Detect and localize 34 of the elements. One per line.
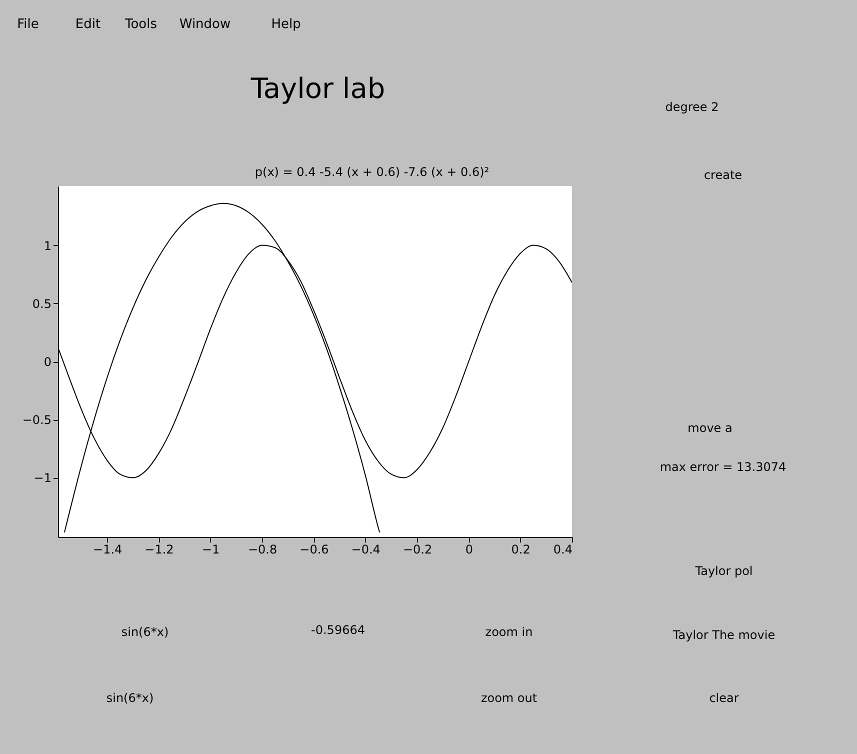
text: -0.59664: [311, 623, 365, 637]
text: clear: [709, 691, 739, 705]
text: Edit: [75, 17, 101, 32]
text: sin(6*x): [121, 625, 169, 639]
chart-title: Taylor lab: [250, 72, 386, 105]
x-tick-label: −1.2: [144, 542, 174, 556]
y-tick-label: −0.5: [22, 413, 52, 428]
x-tick-label: −0.4: [351, 542, 380, 556]
text: move a: [688, 421, 732, 435]
y-tick-label: 0.5: [32, 296, 52, 311]
x-tick-label: 0: [465, 542, 474, 556]
text: File: [17, 17, 39, 32]
text: Taylor pol: [694, 564, 753, 578]
text: zoom out: [480, 691, 538, 705]
x-tick-label: 0.4: [553, 542, 572, 556]
text: Tools: [124, 17, 158, 32]
x-tick-label: −1: [202, 542, 220, 556]
text: zoom in: [485, 625, 533, 639]
x-tick-label: 0.2: [511, 542, 530, 556]
y-tick-label: −1: [34, 471, 52, 486]
text: Taylor The movie: [672, 628, 776, 642]
chart-subtitle: p(x) = 0.4 -5.4 (x + 0.6) -7.6 (x + 0.6)²: [254, 165, 490, 179]
x-tick-label: −0.6: [300, 542, 329, 556]
y-tick-label: 1: [44, 238, 52, 253]
text: degree 2: [665, 100, 719, 114]
x-tick-label: −0.8: [248, 542, 278, 556]
text: Window: [179, 17, 231, 32]
x-tick-label: −0.2: [402, 542, 432, 556]
text: sin(6*x): [106, 691, 154, 705]
text: create: [704, 168, 742, 182]
text: max error = 13.3074: [660, 460, 786, 474]
text: Help: [271, 17, 301, 32]
y-tick-label: 0: [44, 355, 52, 369]
x-tick-label: −1.4: [93, 542, 122, 556]
